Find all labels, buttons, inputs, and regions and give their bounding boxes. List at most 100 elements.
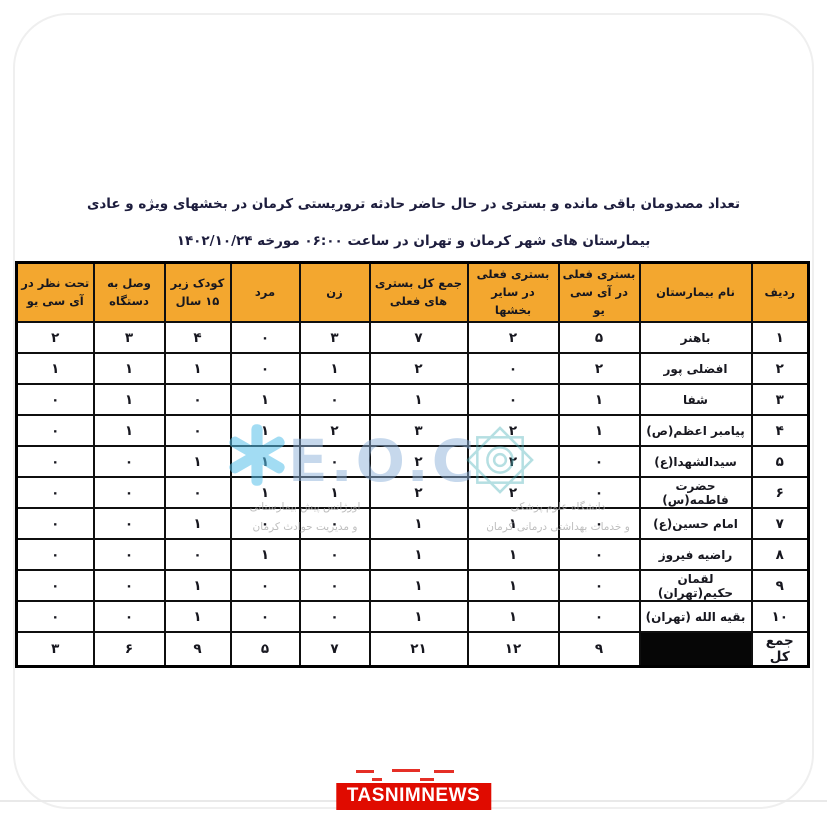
cell-icu_observation: ۰ (15, 414, 95, 448)
table-row: ۴ پیامبر اعظم(ص) ۱ ۲ ۳ ۲ ۱ ۰ ۱ ۰ (15, 414, 810, 448)
cell-male: ۰ (229, 321, 301, 355)
cell-male: ۰ (229, 600, 301, 634)
cell-icu_observation: ۰ (15, 569, 95, 603)
column-header-other_wards: بستری فعلی در سایر بخشها (466, 261, 560, 324)
cell-child_under_15: ۴ (163, 321, 232, 355)
table-row: ۷ امام حسین(ع) ۰ ۱ ۱ ۰ ۰ ۱ ۰ ۰ (15, 507, 810, 541)
cell-icu_observation: ۰ (15, 538, 95, 572)
cell-female: ۰ (298, 600, 371, 634)
cell-other_wards: ۲ (466, 414, 560, 448)
cell-other_wards: ۰ (466, 352, 560, 386)
cell-name: پیامبر اعظم(ص) (638, 414, 753, 448)
cell-male: ۱ (229, 476, 301, 510)
cell-child_under_15: ۱ (163, 352, 232, 386)
cell-row: ۴ (750, 414, 810, 448)
cell-female: ۰ (298, 569, 371, 603)
cell-icu: ۰ (557, 569, 641, 603)
cell-total: ۷ (368, 321, 469, 355)
cell-name: راضیه فیروز (638, 538, 753, 572)
title-line-1: تعداد مصدومان باقی مانده و بستری در حال … (86, 196, 741, 212)
title-line-2: بیمارستان های شهر کرمان و تهران در ساعت … (176, 233, 651, 249)
cell-male: ۰ (229, 507, 301, 541)
cell-other_wards: ۲ (466, 445, 560, 479)
cell-name: امام حسین(ع) (638, 507, 753, 541)
cell-ventilator: ۰ (92, 507, 166, 541)
cell-male: ۵ (229, 631, 301, 668)
cell-ventilator: ۰ (92, 538, 166, 572)
red-dash-mark (356, 770, 374, 773)
cell-icu_observation: ۱ (15, 352, 95, 386)
cell-total: ۱ (368, 569, 469, 603)
cell-other_wards: ۱۲ (466, 631, 560, 668)
cell-female: ۰ (298, 538, 371, 572)
cell-icu: ۰ (557, 476, 641, 510)
tasnim-brand-badge: TASNIMNEWS (335, 783, 492, 810)
cell-child_under_15: ۰ (163, 414, 232, 448)
cell-icu: ۰ (557, 600, 641, 634)
cell-icu: ۱ (557, 383, 641, 417)
table-row: ۸ راضیه فیروز ۰ ۱ ۱ ۰ ۱ ۰ ۰ ۰ (15, 538, 810, 572)
cell-icu_observation: ۰ (15, 600, 95, 634)
table-header-row: ردیف نام بیمارستان بستری فعلی در آی سی یو ب… (15, 261, 810, 324)
cell-child_under_15: ۱ (163, 600, 232, 634)
cell-icu_observation: ۲ (15, 321, 95, 355)
red-dash-mark (372, 778, 382, 781)
cell-child_under_15: ۱ (163, 569, 232, 603)
cell-ventilator: ۱ (92, 383, 166, 417)
column-header-name: نام بیمارستان (638, 261, 753, 324)
cell-female: ۰ (298, 383, 371, 417)
cell-other_wards: ۰ (466, 383, 560, 417)
redacted-cell (638, 631, 753, 668)
cell-name: سیدالشهدا(ع) (638, 445, 753, 479)
cell-total: ۲۱ (368, 631, 469, 668)
table-row: ۳ شفا ۱ ۰ ۱ ۰ ۱ ۰ ۱ ۰ (15, 383, 810, 417)
cell-name: افضلی پور (638, 352, 753, 386)
cell-male: ۱ (229, 445, 301, 479)
cell-ventilator: ۰ (92, 476, 166, 510)
table-row: ۱۰ بقیه الله (تهران) ۰ ۱ ۱ ۰ ۰ ۱ ۰ ۰ (15, 600, 810, 634)
cell-other_wards: ۱ (466, 600, 560, 634)
cell-icu_observation: ۰ (15, 445, 95, 479)
cell-child_under_15: ۰ (163, 383, 232, 417)
table-row: ۱ باهنر ۵ ۲ ۷ ۳ ۰ ۴ ۳ ۲ (15, 321, 810, 355)
document-title: تعداد مصدومان باقی مانده و بستری در حال … (0, 196, 827, 270)
cell-female: ۷ (298, 631, 371, 668)
cell-row: ۷ (750, 507, 810, 541)
cell-total: ۲ (368, 352, 469, 386)
cell-female: ۲ (298, 414, 371, 448)
cell-female: ۱ (298, 352, 371, 386)
cell-male: ۰ (229, 569, 301, 603)
cell-name: لقمان حکیم(تهران) (638, 569, 753, 603)
cell-other_wards: ۱ (466, 507, 560, 541)
table-row: ۶ حضرت فاطمه(س) ۰ ۲ ۲ ۱ ۱ ۰ ۰ ۰ (15, 476, 810, 510)
column-header-child_under_15: کودک زیر ۱۵ سال (163, 261, 232, 324)
table-row: ۲ افضلی پور ۲ ۰ ۲ ۱ ۰ ۱ ۱ ۱ (15, 352, 810, 386)
cell-total: ۱ (368, 538, 469, 572)
cell-other_wards: ۲ (466, 321, 560, 355)
table-row: ۵ سیدالشهدا(ع) ۰ ۲ ۲ ۰ ۱ ۱ ۰ ۰ (15, 445, 810, 479)
cell-total: ۲ (368, 445, 469, 479)
cell-other_wards: ۲ (466, 476, 560, 510)
cell-icu_observation: ۰ (15, 383, 95, 417)
cell-total: ۲ (368, 476, 469, 510)
cell-male: ۱ (229, 414, 301, 448)
cell-total: ۱ (368, 600, 469, 634)
cell-row: ۲ (750, 352, 810, 386)
cell-icu_observation: ۰ (15, 476, 95, 510)
cell-name: باهنر (638, 321, 753, 355)
cell-ventilator: ۶ (92, 631, 166, 668)
cell-icu: ۰ (557, 507, 641, 541)
cell-row: ۵ (750, 445, 810, 479)
cell-child_under_15: ۰ (163, 476, 232, 510)
column-header-row: ردیف (750, 261, 810, 324)
cell-ventilator: ۳ (92, 321, 166, 355)
cell-name: شفا (638, 383, 753, 417)
cell-name: حضرت فاطمه(س) (638, 476, 753, 510)
cell-male: ۱ (229, 538, 301, 572)
cell-ventilator: ۰ (92, 600, 166, 634)
red-dash-mark (392, 769, 420, 772)
cell-female: ۰ (298, 507, 371, 541)
cell-male: ۰ (229, 352, 301, 386)
cell-total: ۱ (368, 507, 469, 541)
cell-total: ۱ (368, 383, 469, 417)
